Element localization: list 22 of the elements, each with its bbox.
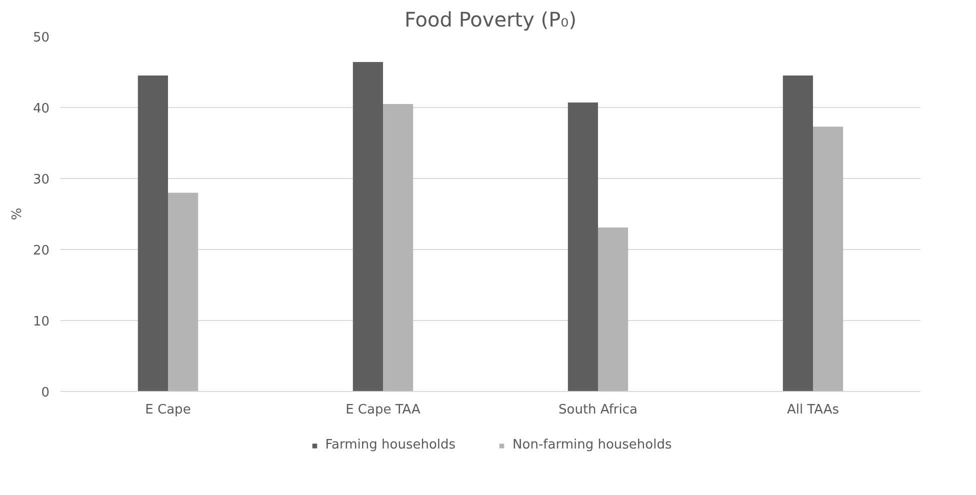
y-tick-label: 0	[41, 386, 50, 400]
legend-label: Non-farming households	[512, 438, 672, 452]
chart-title: Food Poverty (P₀)	[404, 8, 576, 32]
bar	[568, 102, 598, 392]
y-tick-label: 40	[32, 102, 50, 116]
bar	[383, 104, 414, 392]
bar	[352, 62, 383, 392]
y-tick-label: 30	[32, 172, 50, 188]
bar	[598, 227, 628, 392]
bar	[782, 76, 813, 392]
bar	[813, 126, 844, 392]
y-axis-title: %	[10, 208, 25, 220]
bar	[168, 192, 198, 392]
x-tick-label: E Cape TAA	[346, 402, 421, 418]
x-tick-label: All TAAs	[786, 402, 840, 418]
y-tick-label: 50	[32, 30, 50, 46]
x-tick-label: South Africa	[558, 402, 638, 418]
y-tick-label: 10	[32, 314, 50, 330]
bar	[138, 76, 168, 392]
legend-label: Farming households	[325, 438, 456, 452]
x-tick-label: E Cape	[145, 402, 191, 418]
y-tick-label: 20	[32, 244, 50, 258]
